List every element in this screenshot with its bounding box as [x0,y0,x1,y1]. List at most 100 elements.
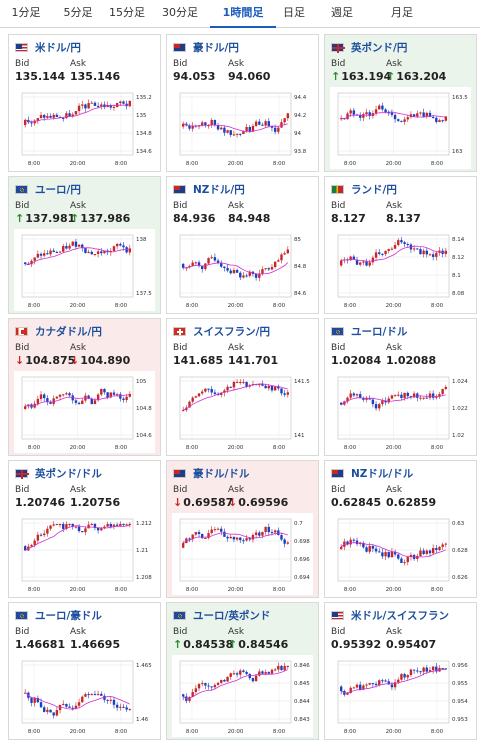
currency-pair-title[interactable]: NZドル/円 [173,182,245,196]
currency-pair-title[interactable]: ユーロ/英ポンド [173,608,270,622]
pair-name[interactable]: ランド/円 [351,183,397,196]
candle-body [441,668,444,670]
candle-body [55,114,59,117]
candle-body [346,692,349,695]
currency-pair-title[interactable]: 米ドル/スイスフラン [331,608,449,622]
currency-pair-title[interactable]: ランド/円 [331,182,397,196]
pair-name[interactable]: ユーロ/英ポンド [193,609,271,622]
down-arrow-icon: ↓ [70,354,80,367]
currency-pair-title[interactable]: 米ドル/円 [15,40,81,54]
candle-body [96,527,100,531]
up-arrow-icon: ↑ [228,638,238,651]
currency-card[interactable]: ユーロ/豪ドル Bid Ask 1.46681 1.46695 1.465 1.46 8:00… [8,602,161,740]
pair-name[interactable]: NZドル/円 [193,183,245,196]
chart-area[interactable]: 1.465 1.46 8:00 20:00 8:00 [14,655,155,737]
pair-name[interactable]: NZドル/ドル [351,467,414,480]
chart-area[interactable]: 141.5 141 8:00 20:00 8:00 [172,371,313,453]
pair-name[interactable]: ユーロ/豪ドル [35,609,102,622]
currency-pair-title[interactable]: 英ポンド/円 [331,40,407,54]
candle-body [90,694,93,696]
chart-area[interactable]: 138 137.5 8:00 20:00 8:00 [14,229,155,311]
ask-price: 84.948 [228,212,271,225]
pair-name[interactable]: 英ポンド/円 [351,41,408,54]
y-tick-label: 1.212 [136,521,152,527]
pair-name[interactable]: 英ポンド/ドル [35,467,102,480]
tab-7[interactable]: 週足 [331,6,353,19]
candle-body [359,684,362,690]
candle-body [39,115,43,119]
currency-card[interactable]: ユーロ/ドル Bid Ask 1.02084 1.02088 1.024 1.022 1.02… [324,318,477,456]
pair-name[interactable]: スイスフラン/円 [193,325,271,338]
chart-area[interactable]: 0.7 0.698 0.696 0.694 8:00 20:00 8:00 [172,513,313,595]
tab-6[interactable]: 日足 [283,6,305,19]
tab-3[interactable]: 15分足 [109,6,145,19]
chart-area[interactable]: 1.212 1.21 1.208 8:00 20:00 8:00 [14,513,155,595]
currency-pair-title[interactable]: ユーロ/ドル [331,324,407,338]
currency-card[interactable]: ユーロ/英ポンド Bid Ask ↑0.84538 ↑0.84546 0.846 0.845… [166,602,319,740]
pair-name[interactable]: ユーロ/円 [35,183,81,196]
currency-card[interactable]: スイスフラン/円 Bid Ask 141.685 141.701 141.5 141 8:00… [166,318,319,456]
tab-8[interactable]: 月足 [391,6,413,19]
chart-area[interactable]: 105 104.8 104.6 8:00 20:00 8:00 [14,371,155,453]
pair-name[interactable]: 米ドル/スイスフラン [351,609,450,622]
pair-name[interactable]: カナダドル/円 [35,325,102,338]
tab-2[interactable]: 5分足 [63,6,93,19]
chart-area[interactable]: 0.846 0.845 0.844 0.843 8:00 20:00 8:00 [172,655,313,737]
currency-card[interactable]: NZドル/ドル Bid Ask 0.62845 0.62859 0.63 0.628 0.62… [324,460,477,598]
tab-4[interactable]: 30分足 [162,6,198,19]
chart-area[interactable]: 135.2 135 134.8 134.6 8:00 20:00 8:00 [14,87,155,169]
candle-body [122,398,125,400]
currency-pair-title[interactable]: NZドル/ドル [331,466,413,480]
currency-pair-title[interactable]: 英ポンド/ドル [15,466,102,480]
currency-card[interactable]: 米ドル/円 Bid Ask 135.144 135.146 135.2 135 134.8 13… [8,34,161,172]
chart-area[interactable]: 0.956 0.955 0.954 0.953 8:00 20:00 8:00 [330,655,471,737]
pair-name[interactable]: 米ドル/円 [35,41,81,54]
candle-body [406,556,409,563]
candle-body [213,257,217,261]
candle-body [96,105,100,107]
currency-card[interactable]: ユーロ/円 Bid Ask ↑137.981 ↑137.986 138 137.5 8:00 2… [8,176,161,314]
candle-body [220,680,223,683]
y-tick-label: 0.953 [452,717,468,723]
candle-body [239,381,242,383]
chart-area[interactable]: 94.4 94.2 94 93.8 8:00 20:00 8:00 [172,87,313,169]
candle-body [419,397,422,399]
currency-card[interactable]: 米ドル/スイスフラン Bid Ask 0.95392 0.95407 0.956 0.955… [324,602,477,740]
currency-card[interactable]: NZドル/円 Bid Ask 84.936 84.948 85 84.8 84.6 8:00 20… [166,176,319,314]
candle-body [359,542,362,545]
currency-pair-title[interactable]: スイスフラン/円 [173,324,270,338]
ask-price: 0.95407 [386,638,437,651]
currency-pair-title[interactable]: カナダドル/円 [15,324,102,338]
candle-body [55,523,59,525]
chart-area[interactable]: 163.5 163 8:00 20:00 8:00 [330,87,471,169]
currency-card[interactable]: 豪ドル/円 Bid Ask 94.053 94.060 94.4 94.2 94 93.8 8:0… [166,34,319,172]
currency-card[interactable]: カナダドル/円 Bid Ask ↓104.875 ↓104.890 105 104.8 104… [8,318,161,456]
currency-pair-title[interactable]: ユーロ/豪ドル [15,608,102,622]
currency-card[interactable]: 英ポンド/円 Bid Ask ↑163.194 ↑163.204 163.5 163 8:00… [324,34,477,172]
currency-card[interactable]: ランド/円 Bid Ask 8.127 8.137 8.14 8.12 8.1 8.08 8:00… [324,176,477,314]
chart-area[interactable]: 1.024 1.022 1.02 8:00 20:00 8:00 [330,371,471,453]
tab-5[interactable]: 1時間足 [210,0,276,28]
chart-area[interactable]: 0.63 0.628 0.626 8:00 20:00 8:00 [330,513,471,595]
pair-name[interactable]: 豪ドル/円 [193,41,239,54]
ask-price: 1.46695 [70,638,121,651]
currency-pair-title[interactable]: 豪ドル/円 [173,40,239,54]
currency-card[interactable]: 豪ドル/ドル Bid Ask ↓0.69587 ↓0.69596 0.7 0.698 0.69… [166,460,319,598]
x-tick-label: 8:00 [344,587,357,593]
pair-name[interactable]: ユーロ/ドル [351,325,408,338]
candle-body [384,250,387,255]
pair-name[interactable]: 豪ドル/ドル [193,467,250,480]
bid-value: 135.144 [15,70,65,83]
candle-body [84,104,87,109]
chart-area[interactable]: 85 84.8 84.6 8:00 20:00 8:00 [172,229,313,311]
nz-flag-icon [173,184,186,194]
currency-pair-title[interactable]: 豪ドル/ドル [173,466,249,480]
currency-card[interactable]: 英ポンド/ドル Bid Ask 1.20746 1.20756 1.212 1.21 1.20… [8,460,161,598]
currency-pair-title[interactable]: ユーロ/円 [15,182,81,196]
candle-body [43,707,46,712]
y-tick-label: 1.02 [452,433,464,439]
candle-body [419,671,422,673]
candle-body [87,524,90,529]
chart-area[interactable]: 8.14 8.12 8.1 8.08 8:00 20:00 8:00 [330,229,471,311]
tab-1[interactable]: 1分足 [11,6,41,19]
